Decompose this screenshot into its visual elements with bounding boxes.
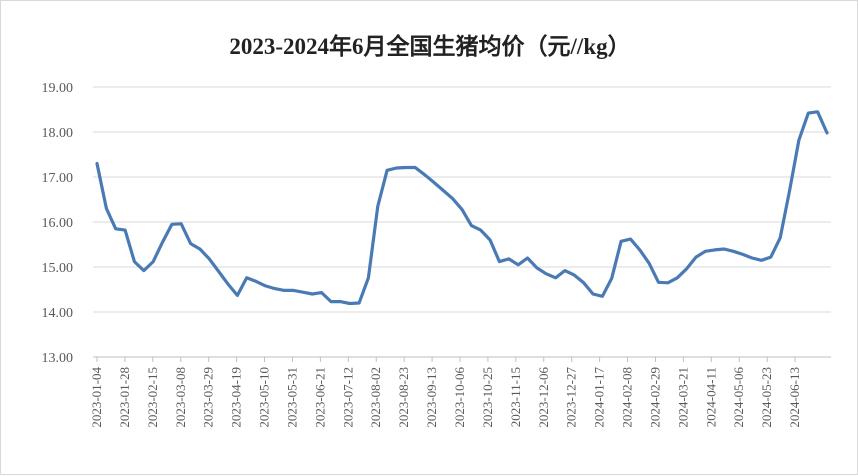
x-tick-label: 2023-11-15: [508, 367, 523, 427]
y-tick-label: 14.00: [42, 306, 74, 321]
x-tick-label: 2024-03-21: [675, 367, 690, 428]
x-tick-label: 2023-10-25: [480, 367, 495, 428]
x-tick-label: 2024-05-06: [731, 367, 746, 428]
y-tick-label: 16.00: [42, 216, 74, 231]
x-tick-label: 2023-12-06: [536, 367, 551, 428]
x-tick-label: 2023-06-21: [312, 367, 327, 428]
plot-area: [95, 110, 829, 306]
series-line-0: [95, 110, 829, 306]
x-tick-label: 2024-02-08: [620, 367, 635, 428]
x-tick-label: 2024-04-11: [703, 367, 718, 427]
x-tick-label: 2023-08-02: [368, 367, 383, 428]
x-tick-label: 2023-02-15: [145, 367, 160, 428]
y-tick-label: 13.00: [42, 351, 74, 366]
y-axis: 13.00 14.00 15.00 16.00 17.00 18.00 19.00: [42, 81, 74, 366]
x-tick-label: 2023-03-08: [173, 367, 188, 428]
x-tick-label: 2023-03-29: [201, 367, 216, 428]
x-tick-label: 2023-04-19: [229, 367, 244, 428]
x-tick-label: 2023-08-23: [396, 367, 411, 428]
x-tick-label: 2024-06-13: [787, 367, 802, 428]
x-tick-label: 2023-01-04: [89, 367, 104, 428]
x-axis: 2023-01-04 2023-01-28 2023-02-15 2023-03-08…: [89, 357, 802, 428]
x-tick-label: 2023-09-13: [424, 367, 439, 428]
chart-title: 2023-2024年6月全国生猪均价（元//kg）: [229, 34, 631, 59]
gridlines: [93, 86, 831, 358]
x-tick-label: 2023-07-12: [340, 367, 355, 428]
x-tick-label: 2023-10-06: [452, 367, 467, 428]
y-tick-label: 18.00: [42, 126, 74, 141]
x-tick-label: 2023-05-31: [284, 367, 299, 428]
x-tick-label: 2023-05-10: [257, 367, 272, 428]
y-tick-label: 15.00: [42, 261, 74, 276]
x-tick-label: 2023-12-27: [564, 367, 579, 428]
x-tick-label: 2024-01-17: [592, 367, 607, 428]
x-tick-label: 2023-01-28: [117, 367, 132, 428]
y-tick-label: 19.00: [42, 81, 74, 96]
x-tick-label: 2024-02-29: [647, 367, 662, 428]
x-tick-label: 2024-05-23: [759, 367, 774, 428]
y-tick-label: 17.00: [42, 171, 74, 186]
